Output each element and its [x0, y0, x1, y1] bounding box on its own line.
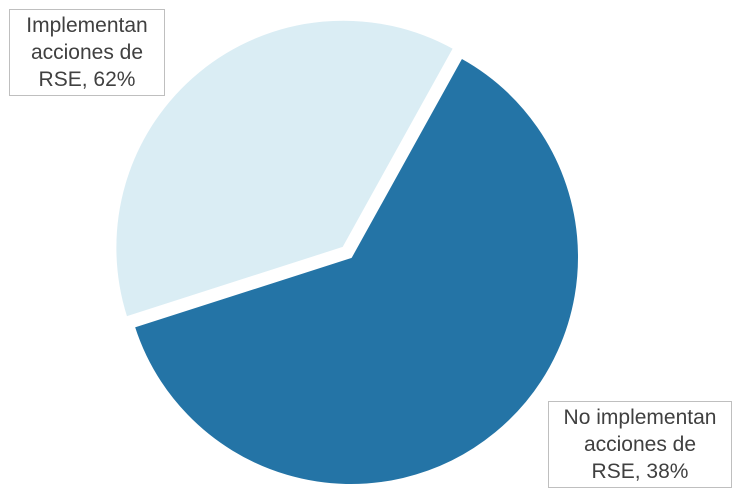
slice-label-implementan-line-2: acciones de [30, 41, 144, 64]
slice-label-no-implementan-line-2: acciones de [583, 433, 697, 456]
slice-label-no-implementan: No implementan acciones de RSE, 38% [548, 401, 732, 488]
pie-slice-no-implementan [114, 18, 455, 319]
pie-slice-implementan [132, 56, 580, 486]
slice-label-implementan-line-3: RSE, 62% [38, 68, 136, 91]
slice-label-implementan-line-1: Implementan [26, 14, 148, 37]
slice-label-implementan: Implementan acciones de RSE, 62% [9, 9, 165, 96]
slice-label-no-implementan-line-3: RSE, 38% [591, 460, 689, 483]
slice-label-no-implementan-line-1: No implementan [563, 406, 717, 429]
